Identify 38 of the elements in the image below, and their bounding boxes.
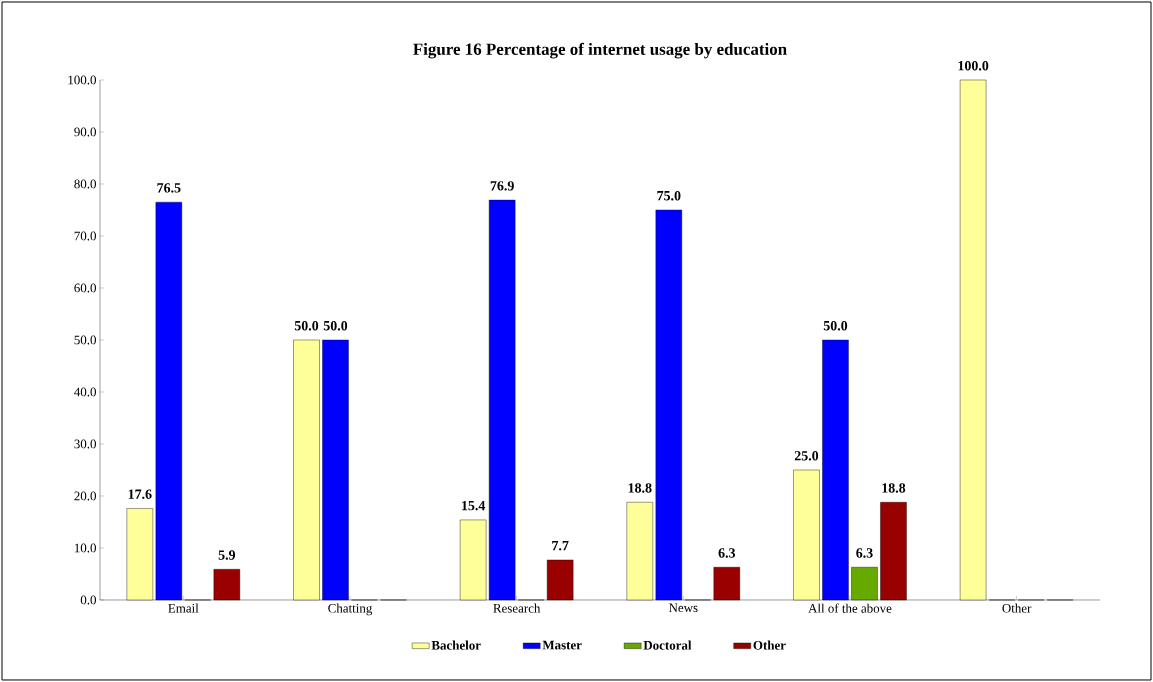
y-tick-label: 80.0 <box>74 179 96 189</box>
data-label: 76.5 <box>157 183 181 193</box>
y-tick-label: 100.0 <box>68 75 96 85</box>
data-label: 50.0 <box>323 320 348 331</box>
legend-label: Other <box>753 640 786 650</box>
data-label: 17.6 <box>128 489 152 499</box>
data-label: 18.8 <box>628 483 652 493</box>
x-tick-label: Chatting <box>328 603 373 616</box>
data-label: 7.7 <box>552 541 569 551</box>
data-label: 50.0 <box>294 320 319 331</box>
x-tick-label: Email <box>168 603 199 613</box>
data-label: 76.9 <box>490 181 514 191</box>
legend-label: Master <box>542 640 582 650</box>
x-tick-label: Other <box>1002 603 1032 613</box>
x-tick-label: Research <box>493 603 541 613</box>
y-tick-label: 60.0 <box>74 283 96 293</box>
y-tick-label: 20.0 <box>74 491 96 501</box>
legend-label: Doctoral <box>643 640 692 650</box>
legend-label: Bachelor <box>431 640 481 650</box>
y-tick-label: 30.0 <box>74 439 96 449</box>
data-label: 6.3 <box>856 548 873 558</box>
y-tick-label: 0.0 <box>80 595 96 605</box>
data-label: 18.8 <box>882 483 906 493</box>
data-label: 25.0 <box>794 450 819 461</box>
x-tick-label: News <box>668 603 698 613</box>
data-label: 5.9 <box>218 550 236 560</box>
chart-title: Figure 16 Percentage of internet usage by education <box>413 42 787 59</box>
y-tick-label: 90.0 <box>74 127 96 137</box>
data-label: 15.4 <box>462 500 486 511</box>
data-label: 75.0 <box>657 190 681 201</box>
data-label: 100.0 <box>958 60 989 71</box>
y-tick-label: 40.0 <box>74 387 96 397</box>
y-tick-label: 50.0 <box>74 335 96 345</box>
y-tick-label: 10.0 <box>74 543 96 553</box>
data-label: 50.0 <box>823 320 848 331</box>
data-label: 6.3 <box>718 548 736 558</box>
y-tick-label: 70.0 <box>74 231 96 241</box>
x-tick-label: All of the above <box>808 603 892 613</box>
